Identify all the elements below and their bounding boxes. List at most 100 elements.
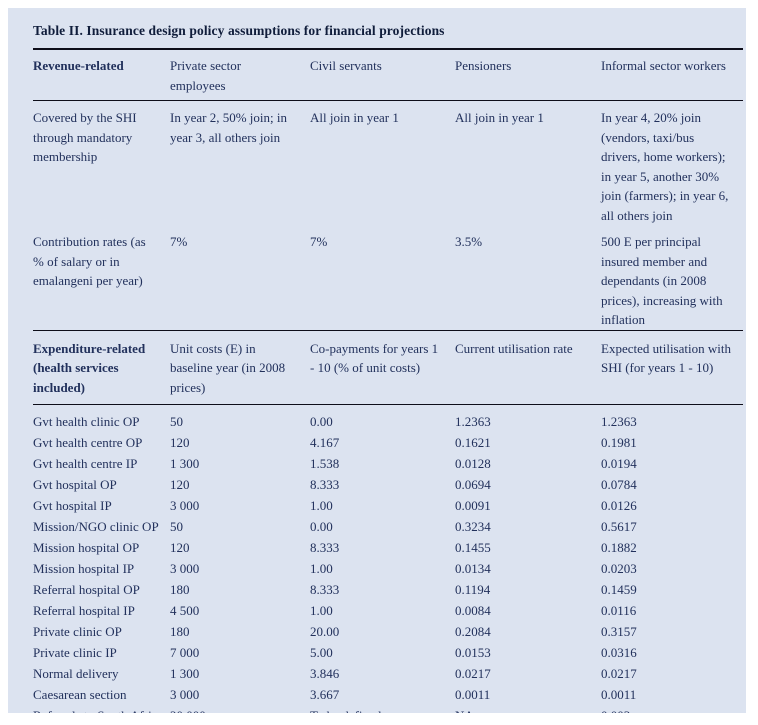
current-utilisation-value: 0.0134 xyxy=(455,561,491,576)
contribution-private-sector: 7% xyxy=(170,234,188,249)
table-row: Mission hospital IP 3 000 1.00 0.0134 0.… xyxy=(33,558,743,579)
current-utilisation-value: 0.0217 xyxy=(455,666,491,681)
membership-private-sector: In year 2, 50% join; in year 3, all othe… xyxy=(170,110,287,145)
row-label: Contribution rates (as % of salary or in… xyxy=(33,234,146,288)
current-utilisation-value: 0.2084 xyxy=(455,624,491,639)
section-divider-rule xyxy=(33,329,743,331)
expected-utilisation-value: 0.0126 xyxy=(601,498,637,513)
service-label: Gvt health centre OP xyxy=(33,435,143,450)
membership-informal: In year 4, 20% join (vendors, taxi/bus d… xyxy=(601,110,729,223)
unit-cost-value: 3 000 xyxy=(170,561,200,576)
unit-cost-value: 120 xyxy=(170,540,190,555)
column-header-pensioners: Pensioners xyxy=(455,58,512,73)
top-rule xyxy=(33,48,743,50)
unit-cost-value: 120 xyxy=(170,477,190,492)
service-label: Mission/NGO clinic OP xyxy=(33,519,159,534)
contribution-informal: 500 E per principal insured member and d… xyxy=(601,234,723,327)
membership-pensioners: All join in year 1 xyxy=(455,110,544,125)
unit-cost-value: 1 300 xyxy=(170,666,200,681)
membership-civil-servants: All join in year 1 xyxy=(310,110,399,125)
table-row-contribution-rates: Contribution rates (as % of salary or in… xyxy=(33,232,743,330)
row-label: Covered by the SHI through mandatory mem… xyxy=(33,110,137,164)
unit-cost-value: 7 000 xyxy=(170,645,200,660)
service-label: Gvt hospital IP xyxy=(33,498,112,513)
current-utilisation-value: 1.2363 xyxy=(455,414,491,429)
column-header-informal-sector: Informal sector workers xyxy=(601,58,726,73)
contribution-civil-servants: 7% xyxy=(310,234,328,249)
expenditure-rows: Gvt health clinic OP 50 0.00 1.2363 1.23… xyxy=(33,411,743,713)
service-label: Referrals to South Africa xyxy=(33,705,170,713)
expected-utilisation-value: 0.0217 xyxy=(601,666,637,681)
co-payment-value: 0.00 xyxy=(310,519,333,534)
co-payment-value: 8.333 xyxy=(310,540,340,555)
revenue-header-label: Revenue-related xyxy=(33,58,124,73)
unit-cost-value: 180 xyxy=(170,624,190,639)
co-payment-value: To be defined xyxy=(310,705,455,713)
expected-utilisation-value: 0.0316 xyxy=(601,645,637,660)
expenditure-header-rule xyxy=(33,404,743,405)
table-row: Gvt health clinic OP 50 0.00 1.2363 1.23… xyxy=(33,411,743,432)
table-row: Gvt health centre OP 120 4.167 0.1621 0.… xyxy=(33,432,743,453)
service-label: Caesarean section xyxy=(33,687,127,702)
column-header-unit-costs: Unit costs (E) in baseline year (in 2008… xyxy=(170,340,286,395)
unit-cost-value: 180 xyxy=(170,582,190,597)
expected-utilisation-value: 0.1882 xyxy=(601,540,637,555)
column-header-current-utilisation: Current utilisation rate xyxy=(455,340,573,356)
unit-cost-value: 50 xyxy=(170,414,183,429)
expenditure-header-row: Expenditure-related (health services inc… xyxy=(33,331,743,405)
current-utilisation-value: 0.1194 xyxy=(455,582,491,597)
table-row: Normal delivery 1 300 3.846 0.0217 0.021… xyxy=(33,663,743,684)
service-label: Gvt hospital OP xyxy=(33,477,117,492)
current-utilisation-value: 0.0694 xyxy=(455,477,491,492)
column-header-civil-servants: Civil servants xyxy=(310,58,382,73)
unit-cost-value: 50 xyxy=(170,519,183,534)
current-utilisation-value: NA xyxy=(455,705,601,713)
contribution-pensioners: 3.5% xyxy=(455,234,483,249)
current-utilisation-value: 0.0153 xyxy=(455,645,491,660)
co-payment-value: 8.333 xyxy=(310,477,340,492)
table-row: Mission hospital OP 120 8.333 0.1455 0.1… xyxy=(33,537,743,558)
service-label: Gvt health clinic OP xyxy=(33,414,140,429)
expected-utilisation-value: 0.3157 xyxy=(601,624,637,639)
service-label: Referral hospital IP xyxy=(33,603,135,618)
table-title: Table II. Insurance design policy assump… xyxy=(33,23,445,38)
unit-cost-value: 120 xyxy=(170,435,190,450)
service-label: Mission hospital OP xyxy=(33,540,140,555)
unit-cost-value: 3 000 xyxy=(170,498,200,513)
expected-utilisation-value: 0.1981 xyxy=(601,435,637,450)
co-payment-value: 1.538 xyxy=(310,456,340,471)
unit-cost-value: 20 000 xyxy=(170,705,310,713)
service-label: Referral hospital OP xyxy=(33,582,140,597)
service-label: Private clinic IP xyxy=(33,645,117,660)
co-payment-value: 1.00 xyxy=(310,561,333,576)
table-row: Referral hospital IP 4 500 1.00 0.0084 0… xyxy=(33,600,743,621)
co-payment-value: 8.333 xyxy=(310,582,340,597)
table-row: Gvt health centre IP 1 300 1.538 0.0128 … xyxy=(33,453,743,474)
current-utilisation-value: 0.0011 xyxy=(455,687,491,702)
co-payment-value: 4.167 xyxy=(310,435,340,450)
service-label: Private clinic OP xyxy=(33,624,122,639)
expected-utilisation-value: 0.0784 xyxy=(601,477,637,492)
current-utilisation-value: 0.0084 xyxy=(455,603,491,618)
revenue-header-row: Revenue-related Private sector employees… xyxy=(33,50,743,100)
service-label: Mission hospital IP xyxy=(33,561,135,576)
expected-utilisation-value: 1.2363 xyxy=(601,414,637,429)
table-row: Caesarean section 3 000 3.667 0.0011 0.0… xyxy=(33,684,743,705)
unit-cost-value: 1 300 xyxy=(170,456,200,471)
table-row: Gvt hospital OP 120 8.333 0.0694 0.0784 xyxy=(33,474,743,495)
table-row: Referral hospital OP 180 8.333 0.1194 0.… xyxy=(33,579,743,600)
current-utilisation-value: 0.3234 xyxy=(455,519,491,534)
expected-utilisation-value: 0.0116 xyxy=(601,603,637,618)
co-payment-value: 0.00 xyxy=(310,414,333,429)
current-utilisation-value: 0.1621 xyxy=(455,435,491,450)
co-payment-value: 1.00 xyxy=(310,498,333,513)
expenditure-header-label: Expenditure-related (health services inc… xyxy=(33,340,146,395)
column-header-co-payments: Co-payments for years 1 - 10 (% of unit … xyxy=(310,340,439,376)
table-row-membership: Covered by the SHI through mandatory mem… xyxy=(33,108,743,232)
unit-cost-value: 4 500 xyxy=(170,603,200,618)
table-row: Private clinic OP 180 20.00 0.2084 0.315… xyxy=(33,621,743,642)
co-payment-value: 5.00 xyxy=(310,645,333,660)
co-payment-value: 1.00 xyxy=(310,603,333,618)
current-utilisation-value: 0.0128 xyxy=(455,456,491,471)
current-utilisation-value: 0.1455 xyxy=(455,540,491,555)
